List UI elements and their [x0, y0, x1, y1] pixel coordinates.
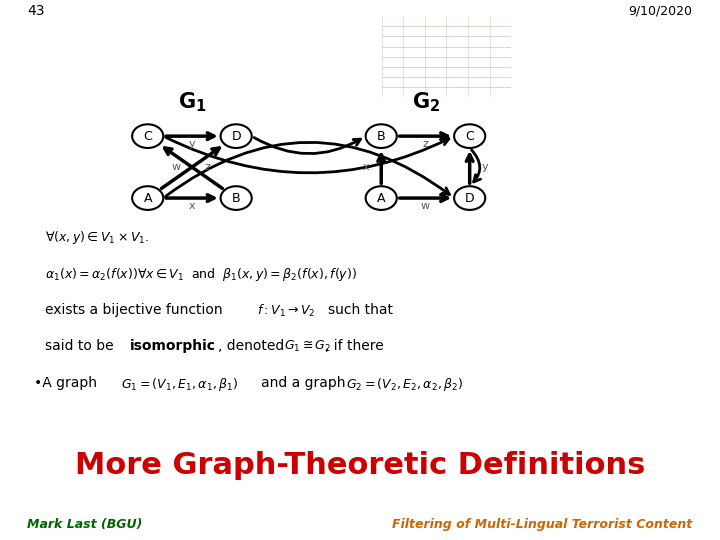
- Text: $G_1\cong G_2$: $G_1\cong G_2$: [284, 339, 331, 354]
- Text: and a graph: and a graph: [261, 376, 346, 390]
- Text: 43: 43: [27, 4, 45, 18]
- Circle shape: [220, 124, 252, 148]
- Text: C: C: [143, 130, 152, 143]
- Text: D: D: [231, 130, 241, 143]
- Circle shape: [454, 186, 485, 210]
- Text: $\forall(x,y)\in V_1\times V_1.$: $\forall(x,y)\in V_1\times V_1.$: [45, 230, 149, 246]
- Text: said to be: said to be: [45, 339, 118, 353]
- Text: such that: such that: [328, 302, 393, 316]
- Text: A: A: [143, 192, 152, 205]
- Text: w: w: [172, 162, 181, 172]
- Text: $f:V_1\rightarrow V_2$: $f:V_1\rightarrow V_2$: [257, 302, 316, 319]
- Text: , if there: , if there: [325, 339, 383, 353]
- Text: 9/10/2020: 9/10/2020: [629, 5, 693, 18]
- Text: Mark Last (BGU): Mark Last (BGU): [27, 518, 143, 531]
- Text: w: w: [421, 201, 430, 211]
- Text: B: B: [377, 130, 385, 143]
- Text: •A graph: •A graph: [35, 376, 102, 390]
- Text: D: D: [465, 192, 474, 205]
- Text: isomorphic: isomorphic: [130, 339, 216, 353]
- Circle shape: [366, 186, 397, 210]
- Text: y: y: [482, 162, 489, 172]
- Text: $\mathbf{G_1}$: $\mathbf{G_1}$: [178, 90, 207, 114]
- Text: $G_1=(V_1,E_1,\alpha_1,\beta_1)$: $G_1=(V_1,E_1,\alpha_1,\beta_1)$: [121, 376, 238, 393]
- Text: B: B: [232, 192, 240, 205]
- Circle shape: [132, 124, 163, 148]
- Text: , denoted: , denoted: [218, 339, 284, 353]
- Text: More Graph-Theoretic Definitions: More Graph-Theoretic Definitions: [75, 451, 645, 480]
- Text: Filtering of Multi-Lingual Terrorist Content: Filtering of Multi-Lingual Terrorist Con…: [392, 518, 693, 531]
- Text: $G_2=(V_2,E_2,\alpha_2,\beta_2)$: $G_2=(V_2,E_2,\alpha_2,\beta_2)$: [346, 376, 463, 393]
- Text: $\mathbf{G_2}$: $\mathbf{G_2}$: [412, 90, 440, 114]
- Text: x: x: [189, 201, 195, 211]
- Circle shape: [132, 186, 163, 210]
- Text: z: z: [423, 139, 428, 150]
- Text: y: y: [189, 139, 195, 150]
- Text: exists a bijective function: exists a bijective function: [45, 302, 222, 316]
- Text: x: x: [362, 162, 369, 172]
- Text: A: A: [377, 192, 385, 205]
- Text: $\alpha_1(x)=\alpha_2(f(x))\forall x\in V_1$  and  $\beta_1(x,y)=\beta_2(f(x),f(: $\alpha_1(x)=\alpha_2(f(x))\forall x\in …: [45, 266, 357, 283]
- Text: C: C: [465, 130, 474, 143]
- Text: z: z: [204, 162, 210, 172]
- Circle shape: [220, 186, 252, 210]
- Circle shape: [366, 124, 397, 148]
- Circle shape: [454, 124, 485, 148]
